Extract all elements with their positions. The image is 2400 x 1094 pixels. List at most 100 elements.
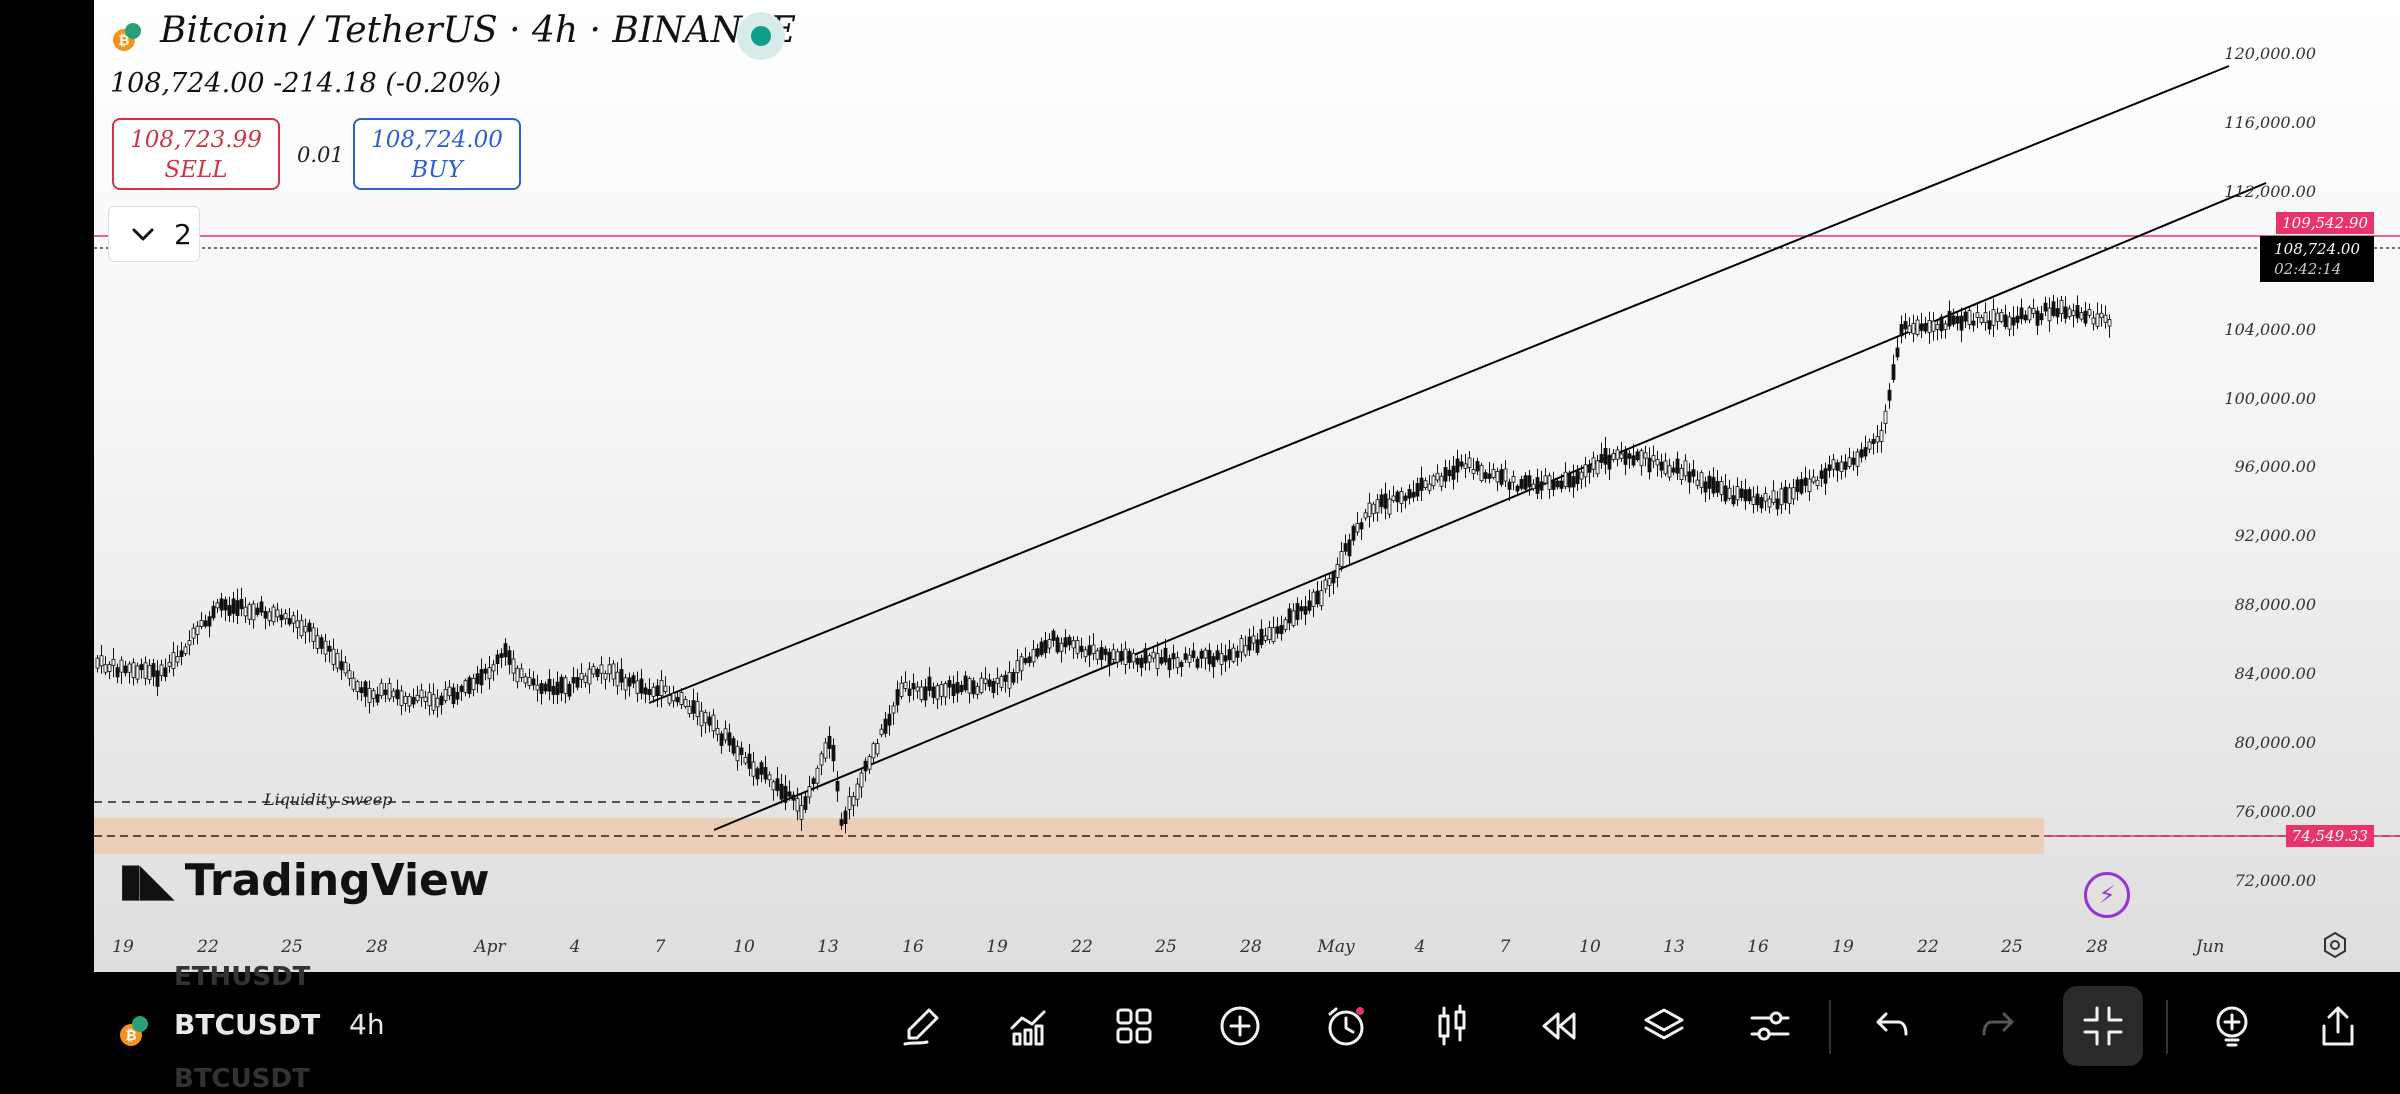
candle-body [567,683,572,697]
symbol-selector[interactable]: BTCUSDT [174,1008,321,1041]
symbol-title[interactable]: Bitcoin / TetherUS · 4h · BINANCE [160,10,796,51]
candle-body [1875,436,1880,443]
candle-body [2043,302,2048,312]
grid-icon[interactable] [1106,1002,1162,1050]
symbol-scroll-previous[interactable]: ETHUSDT [174,962,311,992]
sell-label: SELL [164,157,228,183]
candle-body [1351,525,1356,541]
candle-body [955,682,960,694]
candle-body [1355,523,1360,533]
collapse-icon[interactable] [2063,986,2143,1066]
candle-body [1111,649,1116,660]
candle-body [1203,649,1208,659]
candles-icon[interactable] [1424,1002,1480,1050]
buy-button[interactable]: 108,724.00 BUY [353,118,521,190]
add-circle-icon[interactable] [1212,1002,1268,1050]
candle-body [1375,499,1380,514]
candle-body [647,688,652,695]
candle-body [1619,453,1624,459]
indicators-icon[interactable] [1000,1002,1056,1050]
y-axis-label: 84,000.00 [2234,664,2316,683]
sell-button[interactable]: 108,723.99 SELL [112,118,280,190]
candle-body [2095,313,2100,327]
chart-area[interactable]: ₿ Bitcoin / TetherUS · 4h · BINANCE 108,… [94,0,2400,972]
chart-settings-icon[interactable] [2320,930,2350,960]
candle-body [1403,495,1408,501]
candle-body [223,599,228,611]
candle-body [1531,483,1536,490]
candle-body [847,796,852,810]
candle-body [719,733,724,746]
candle-body [1695,479,1700,486]
candle-body [375,694,380,703]
candle-body [919,686,924,700]
x-axis-label: 16 [1747,937,1769,957]
candle-body [1103,648,1108,656]
candle-body [755,768,760,780]
x-axis-label: 13 [817,937,839,957]
candle-body [1815,479,1820,486]
candle-body [379,682,384,697]
candle-body [855,783,860,800]
replay-icon[interactable] [1530,1002,1586,1050]
candle-body [219,598,224,611]
channel-lower-line[interactable] [713,182,2267,831]
idea-icon[interactable] [2204,1002,2260,1050]
candle-body [587,668,592,685]
candle-body [1399,491,1404,504]
candle-body [1659,461,1664,471]
candle-body [1979,317,1984,323]
symbol-scroll-next[interactable]: BTCUSDT [174,1064,310,1094]
candle-body [115,667,120,678]
undo-icon[interactable] [1864,1002,1920,1050]
candle-body [343,662,348,674]
lightning-icon[interactable]: ⚡ [2084,872,2130,918]
share-icon[interactable] [2310,1002,2366,1050]
candle-body [1567,473,1572,488]
candle-body [419,689,424,698]
candle-body [1935,324,1940,330]
candle-body [555,681,560,696]
price-chart[interactable] [94,0,2400,972]
candle-body [175,656,180,663]
layers-icon[interactable] [1636,1002,1692,1050]
candle-body [459,685,464,692]
candle-body [1591,457,1596,470]
candle-body [235,600,240,617]
candle-body [271,606,276,623]
candle-body [591,666,596,675]
candle-body [1323,579,1328,590]
indicator-legend-toggle[interactable]: 2 [108,206,200,262]
candle-body [975,686,980,695]
candle-body [1347,539,1352,557]
candle-body [251,603,256,621]
candle-body [1199,650,1204,659]
candle-body [1451,465,1456,480]
candle-body [1623,450,1628,465]
candle-body [1475,461,1480,472]
candle-body [1343,543,1348,552]
settings-sliders-icon[interactable] [1742,1002,1798,1050]
candle-body [1099,647,1104,660]
interval-selector[interactable]: 4h [349,1008,385,1041]
candle-body [1291,610,1296,626]
candle-body [455,691,460,700]
market-status-icon[interactable] [737,12,785,60]
candle-body [1855,451,1860,467]
brush-icon[interactable] [893,1002,949,1050]
bitcoin-logo-icon: ₿ [112,22,142,52]
redo-icon[interactable] [1970,1002,2026,1050]
x-axis-label: 10 [733,937,755,957]
candle-body [1739,488,1744,499]
candle-body [1443,467,1448,482]
y-axis-label: 104,000.00 [2224,320,2316,339]
candle-body [1859,449,1864,458]
candle-body [1287,608,1292,624]
candle-body [1587,464,1592,473]
candle-body [127,663,132,673]
candle-body [2059,300,2064,315]
candle-body [2055,308,2060,318]
alarm-icon[interactable] [1318,1002,1374,1050]
channel-upper-line[interactable] [648,65,2230,704]
candle-body [915,686,920,692]
